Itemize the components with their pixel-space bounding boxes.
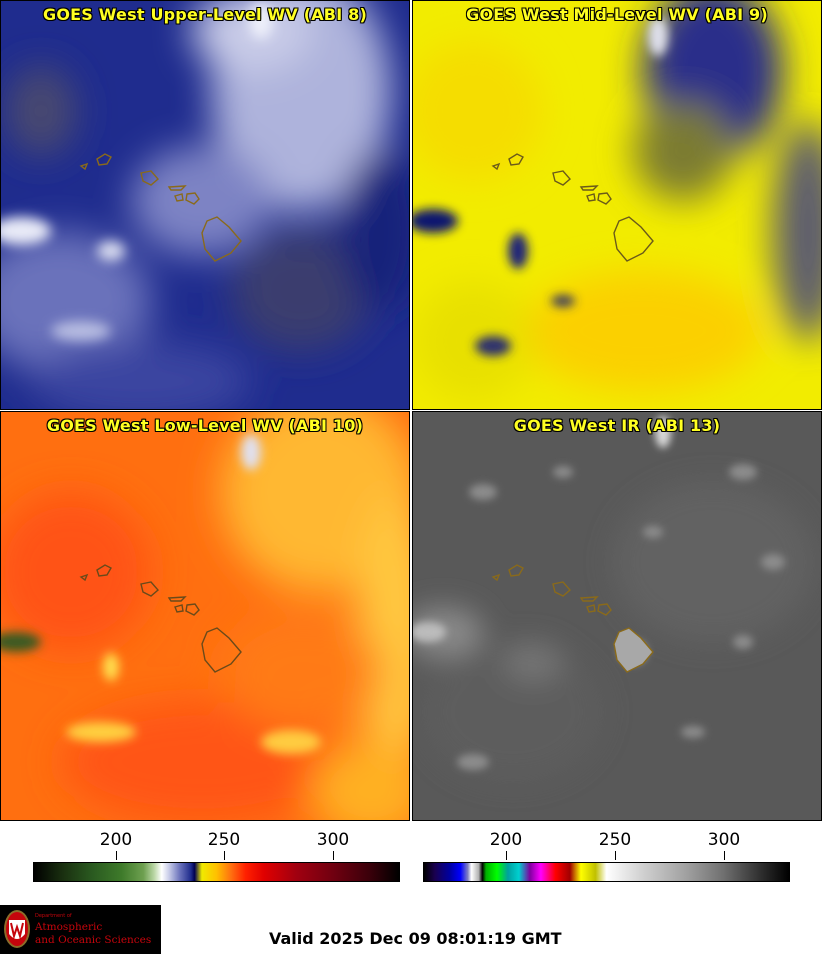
colorbar-right-tick-label: 300	[707, 830, 741, 850]
panel-low-level-wv: GOES West Low-Level WV (ABI 10)	[0, 411, 410, 821]
uw-seal-icon	[4, 910, 30, 948]
panel-ir: GOES West IR (ABI 13)	[412, 411, 822, 821]
panel-upper-level-wv: GOES West Upper-Level WV (ABI 8)	[0, 0, 410, 410]
colorbar-right-tick	[724, 851, 725, 860]
colorbar-left-tick	[333, 851, 334, 860]
colorbar-left-tick	[116, 851, 117, 860]
colorbar-right	[423, 862, 790, 882]
logo-line-2: and Oceanic Sciences	[35, 934, 152, 946]
logo-line-1: Atmospheric	[35, 921, 103, 933]
upper-level-wv-image	[1, 1, 409, 409]
colorbar-right-tick	[615, 851, 616, 860]
panel-title: GOES West IR (ABI 13)	[513, 416, 721, 435]
valid-time: Valid 2025 Dec 09 08:01:19 GMT	[269, 929, 562, 948]
panel-title: GOES West Mid-Level WV (ABI 9)	[466, 5, 768, 24]
colorbar-left-tick-label: 250	[207, 830, 241, 850]
colorbar-right-tick-label: 200	[489, 830, 523, 850]
colorbar-right-tick	[506, 851, 507, 860]
mid-level-wv-image	[413, 1, 821, 409]
colorbar-left-tick-label: 200	[99, 830, 133, 850]
colorbar-right-tick-label: 250	[598, 830, 632, 850]
logo-department-label: Department of	[35, 913, 72, 919]
colorbar-left-tick-label: 300	[316, 830, 350, 850]
panel-title: GOES West Low-Level WV (ABI 10)	[46, 416, 364, 435]
colorbar-left-tick	[224, 851, 225, 860]
aos-logo: Department of Atmospheric and Oceanic Sc…	[0, 905, 161, 954]
panel-mid-level-wv: GOES West Mid-Level WV (ABI 9)	[412, 0, 822, 410]
colorbar-left	[33, 862, 400, 882]
panel-title: GOES West Upper-Level WV (ABI 8)	[43, 5, 367, 24]
ir-image	[413, 412, 821, 820]
low-level-wv-image	[1, 412, 409, 820]
